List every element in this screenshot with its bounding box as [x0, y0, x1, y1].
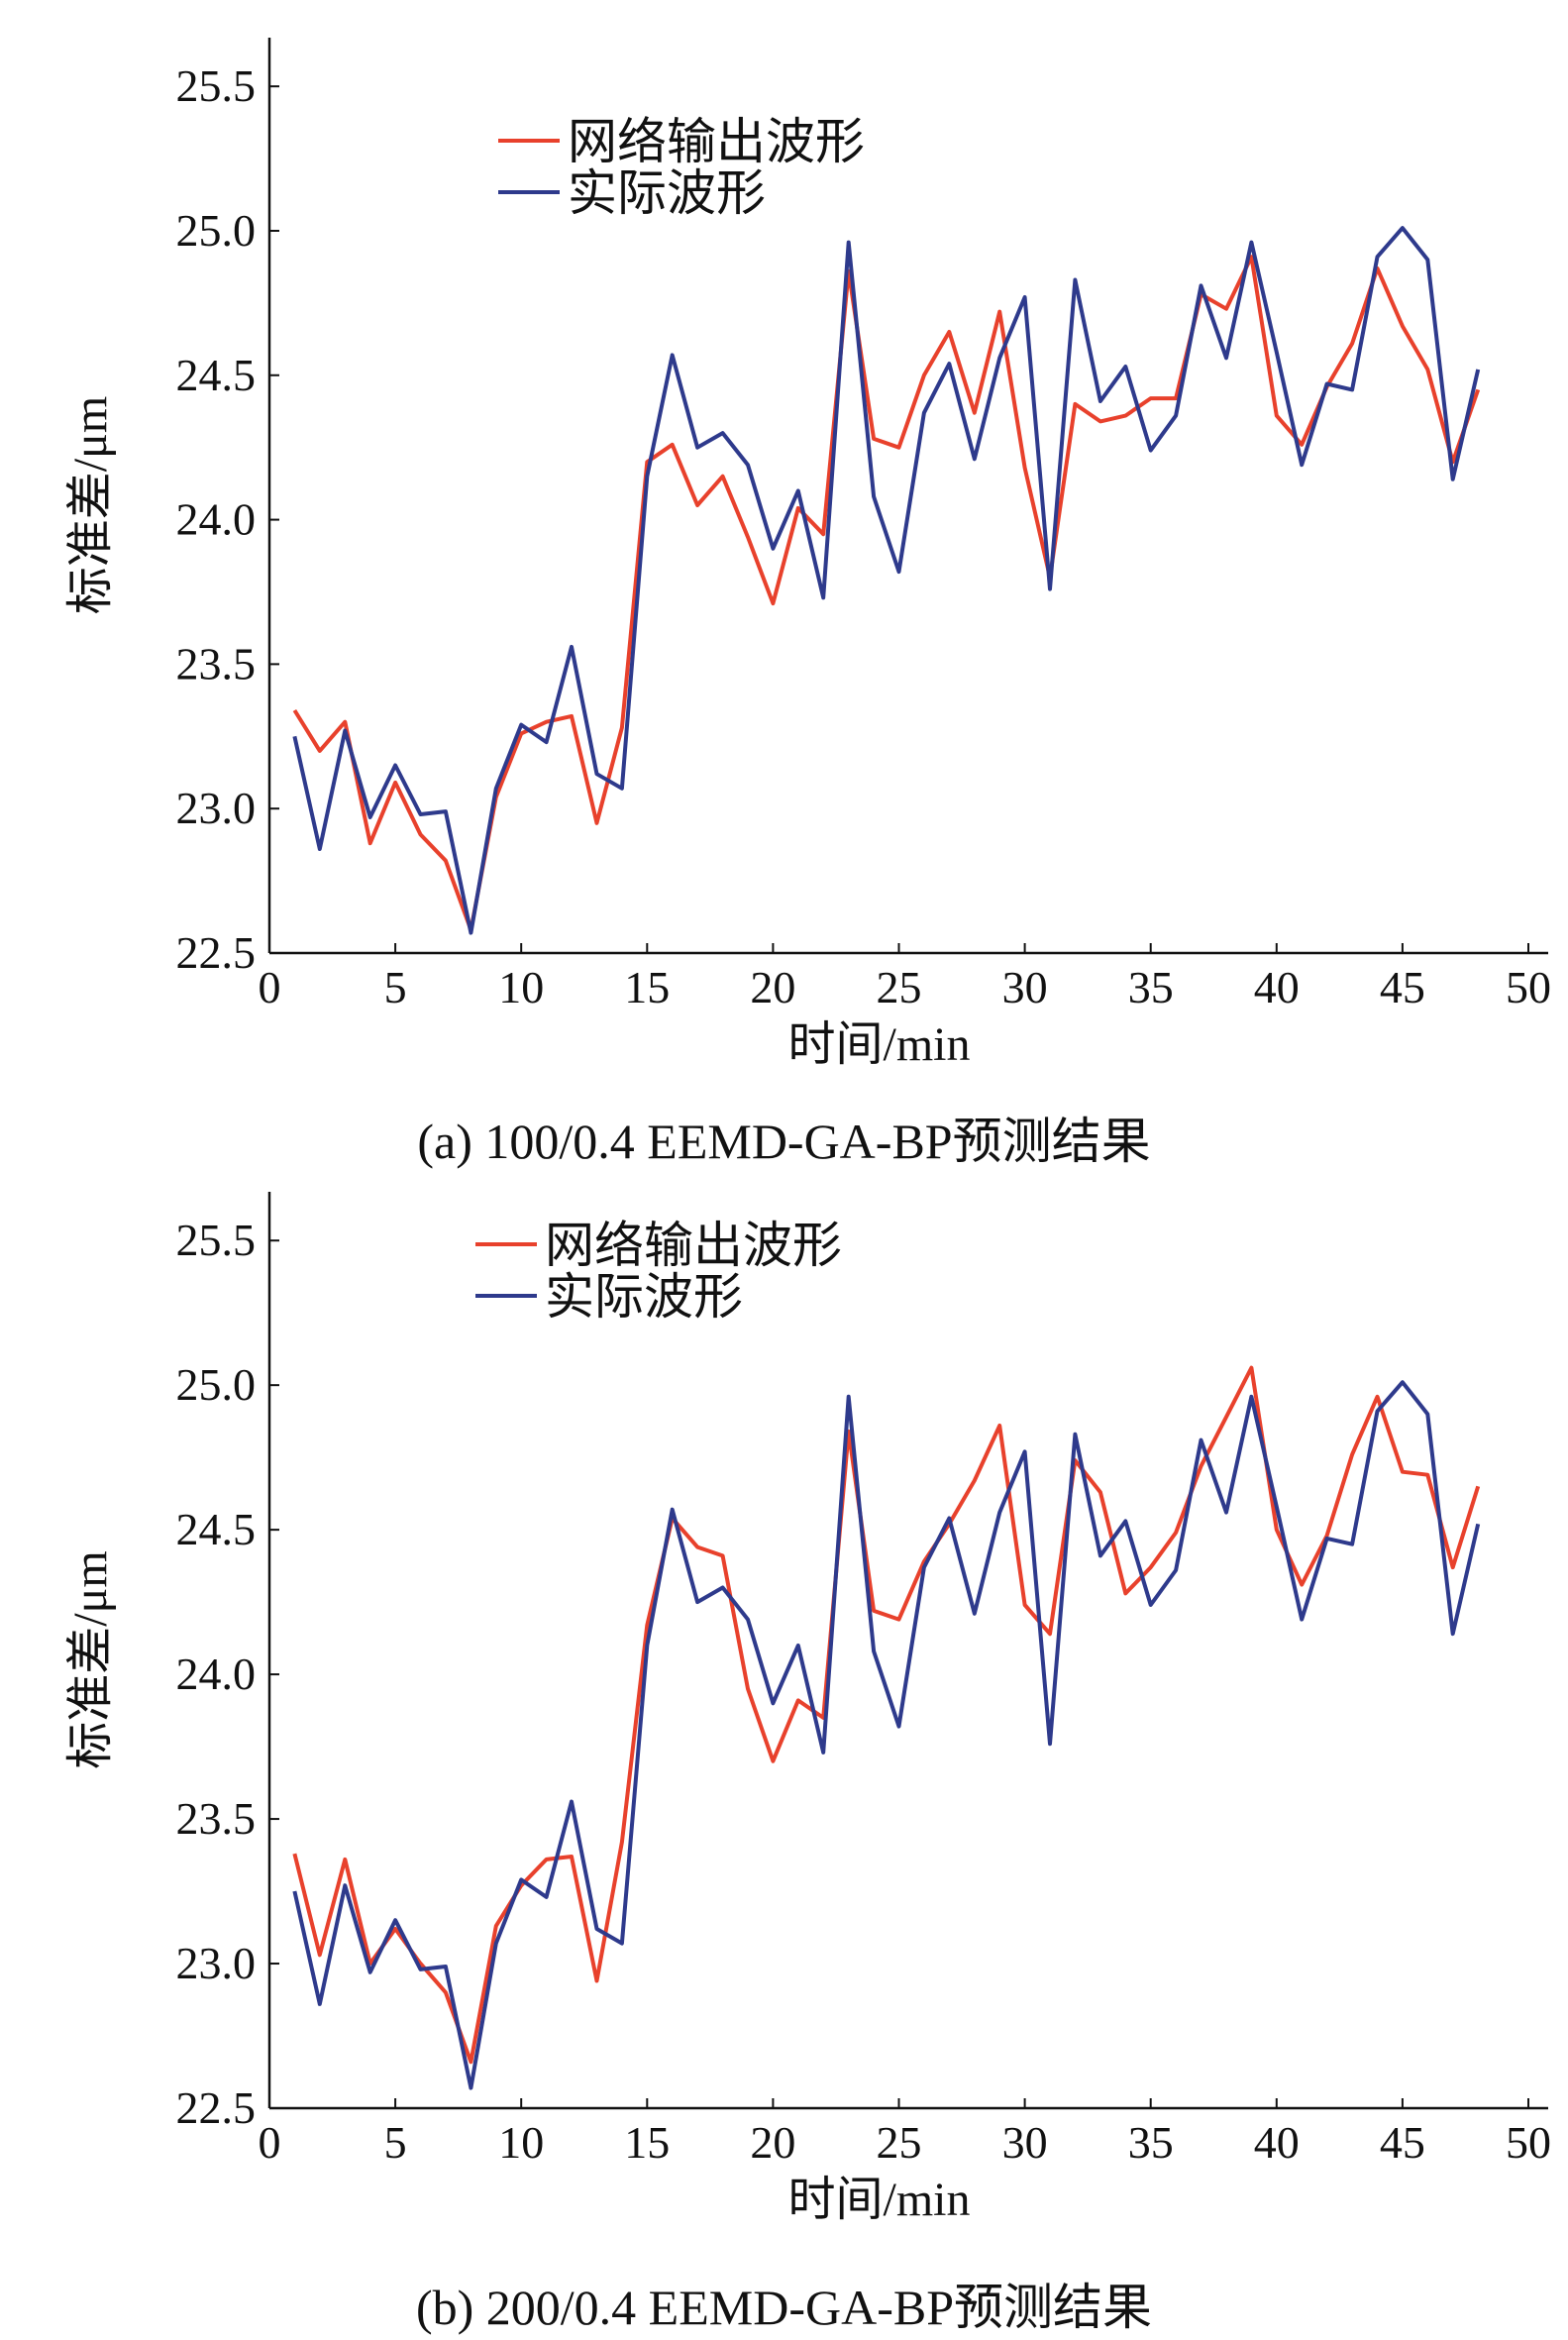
chart-a-x-tick-label: 0	[259, 962, 281, 1012]
chart-b-x-tick-label: 5	[384, 2117, 407, 2168]
chart-a-y-tick-label: 22.5	[176, 927, 257, 978]
chart-a-x-axis-title: 时间/min	[787, 1018, 970, 1071]
chart-b-x-tick-label: 15	[624, 2117, 670, 2168]
chart-a-series-line-actual	[292, 226, 1481, 935]
chart-b-x-tick-label: 0	[259, 2117, 281, 2168]
chart-a-x-tick-label: 35	[1128, 962, 1174, 1012]
chart-b-series-line-actual	[292, 1380, 1481, 2090]
chart-a: 0 5 10 15 20 25 30 35 40 45 50 22.5 23.0 23.5 24.0 24.5…	[64, 38, 1551, 1071]
chart-a-x-tick-label: 15	[624, 962, 670, 1012]
chart-b-x-tick-label: 30	[1002, 2117, 1048, 2168]
chart-panel-a: 0 5 10 15 20 25 30 35 40 45 50 22.5 23.0 23.5 24.0 24.5…	[64, 38, 1551, 1169]
chart-b-legend-label-1: 实际波形	[545, 1269, 743, 1325]
chart-a-x-tick-label: 45	[1380, 962, 1425, 1012]
chart-b-x-tick-label: 45	[1380, 2117, 1425, 2168]
chart-b-y-tick-label: 22.5	[176, 2082, 257, 2133]
chart-b-x-tick-label: 10	[498, 2117, 544, 2168]
chart-b-x-tick-label: 40	[1254, 2117, 1300, 2168]
chart-a-y-tick-label: 23.5	[176, 638, 257, 689]
chart-a-x-tick-label: 25	[877, 962, 922, 1012]
chart-b-x-tick-label: 50	[1506, 2117, 1551, 2168]
chart-a-y-tick-label: 23.0	[176, 783, 257, 833]
chart-b-y-tick-label: 25.5	[176, 1215, 257, 1265]
chart-b-y-axis-title: 标准差/μm	[64, 1550, 117, 1768]
chart-a-caption: (a) 100/0.4 EEMD-GA-BP预测结果	[417, 1114, 1151, 1169]
chart-a-x-tick-label: 20	[750, 962, 795, 1012]
chart-b-x-tick-label: 20	[750, 2117, 795, 2168]
chart-a-y-tick-label: 25.5	[176, 60, 257, 111]
chart-b-series-line-network-output	[292, 1365, 1481, 2065]
chart-a-y-tick-label: 24.5	[176, 350, 257, 400]
chart-a-y-axis-title: 标准差/μm	[64, 396, 117, 614]
chart-b-y-tick-label: 24.5	[176, 1504, 257, 1554]
chart-b-legend-label-0: 网络输出波形	[545, 1218, 842, 1273]
chart-a-x-tick-label: 40	[1254, 962, 1300, 1012]
chart-a-y-tick-label: 24.0	[176, 494, 257, 545]
chart-a-x-tick-label: 10	[498, 962, 544, 1012]
chart-b-x-axis-title: 时间/min	[787, 2174, 970, 2226]
chart-b-x-tick-label: 25	[877, 2117, 922, 2168]
chart-a-x-tick-label: 30	[1002, 962, 1048, 1012]
chart-b-y-tick-label: 24.0	[176, 1649, 257, 1699]
chart-a-x-tick-label: 50	[1506, 962, 1551, 1012]
chart-a-x-tick-label: 5	[384, 962, 407, 1012]
chart-panel-b: 0 5 10 15 20 25 30 35 40 45 50 22.5 23.0 23.5 24.0 24.5…	[0, 1170, 1568, 2340]
chart-b-y-tick-label: 25.0	[176, 1359, 257, 1410]
chart-b-y-tick-label: 23.5	[176, 1793, 257, 1844]
chart-b: 0 5 10 15 20 25 30 35 40 45 50 22.5 23.0 23.5 24.0 24.5…	[64, 1192, 1551, 2226]
chart-a-y-tick-label: 25.0	[176, 205, 257, 256]
chart-b-y-tick-label: 23.0	[176, 1938, 257, 1988]
chart-a-legend-label-1: 实际波形	[568, 165, 766, 221]
chart-b-x-tick-label: 35	[1128, 2117, 1174, 2168]
chart-a-series-line-network-output	[292, 255, 1481, 932]
chart-a-legend-label-0: 网络输出波形	[568, 114, 865, 169]
chart-b-caption: (b) 200/0.4 EEMD-GA-BP预测结果	[415, 2280, 1153, 2335]
